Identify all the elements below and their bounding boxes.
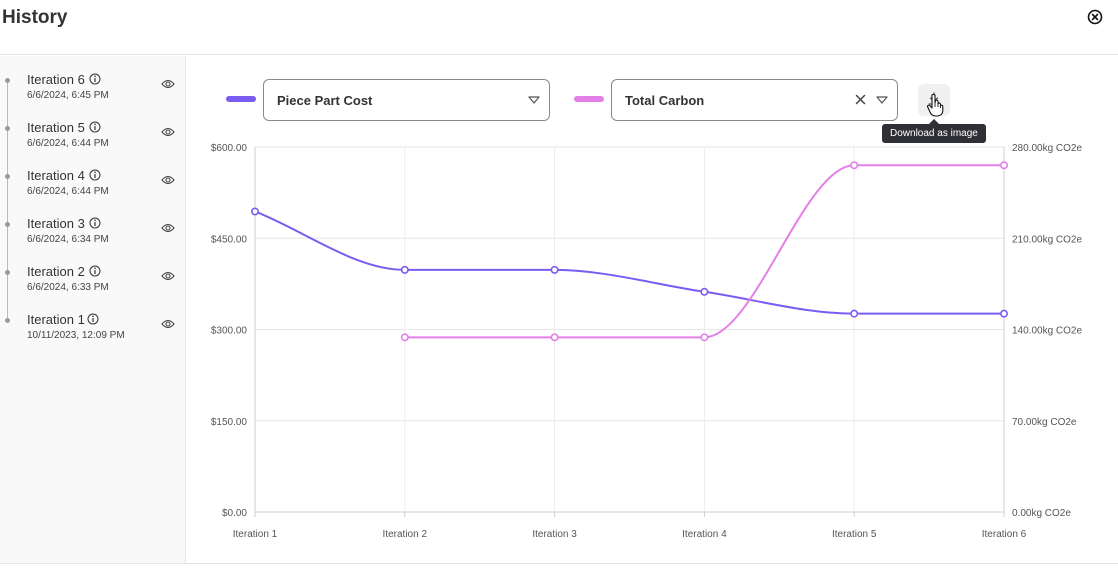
- history-item-iteration-2[interactable]: Iteration 2 6/6/2024, 6:33 PM: [0, 264, 186, 308]
- eye-icon[interactable]: [161, 126, 175, 138]
- x-tick-label: Iteration 3: [532, 529, 577, 540]
- dialog-header: History: [0, 0, 1118, 55]
- info-circle-icon[interactable]: [89, 217, 101, 229]
- data-point-piece-part-cost: [850, 309, 859, 318]
- iteration-date: 10/11/2023, 12:09 PM: [27, 330, 125, 341]
- history-item-iteration-1[interactable]: Iteration 1 10/11/2023, 12:09 PM: [0, 312, 186, 356]
- iteration-label: Iteration 3: [27, 216, 85, 231]
- series-line-piece-part-cost: [254, 210, 1004, 315]
- data-point-total-carbon: [700, 333, 709, 342]
- hand-pointer-icon: [926, 93, 944, 117]
- iteration-label: Iteration 5: [27, 120, 85, 135]
- data-point-piece-part-cost: [700, 287, 709, 296]
- timeline-dot: [5, 78, 10, 83]
- y-left-tick-label: $150.00: [211, 417, 248, 428]
- y-left-tick-label: $0.00: [222, 508, 247, 519]
- download-tooltip: Download as image: [882, 124, 986, 143]
- x-tick-label: Iteration 2: [383, 529, 428, 540]
- left-axis-metric-select[interactable]: Piece Part Cost: [263, 79, 550, 121]
- history-item-iteration-6[interactable]: Iteration 6 6/6/2024, 6:45 PM: [0, 72, 186, 116]
- iteration-date: 6/6/2024, 6:44 PM: [27, 138, 109, 149]
- timeline-dot: [5, 222, 10, 227]
- iteration-date: 6/6/2024, 6:45 PM: [27, 90, 109, 101]
- y-right-tick-label: 70.00kg CO2e: [1012, 417, 1077, 428]
- dialog-title: History: [2, 7, 68, 28]
- caret-down-icon: [876, 96, 888, 104]
- info-circle-icon[interactable]: [89, 73, 101, 85]
- tooltip-arrow: [929, 119, 939, 124]
- close-circle-icon[interactable]: [1086, 8, 1104, 26]
- y-left-tick-label: $600.00: [211, 143, 248, 154]
- data-point-total-carbon: [400, 333, 409, 342]
- history-item-iteration-4[interactable]: Iteration 4 6/6/2024, 6:44 PM: [0, 168, 186, 212]
- iteration-label: Iteration 4: [27, 168, 85, 183]
- y-right-tick-label: 140.00kg CO2e: [1012, 326, 1082, 337]
- x-tick-label: Iteration 6: [982, 529, 1027, 540]
- iteration-date: 6/6/2024, 6:44 PM: [27, 186, 109, 197]
- timeline-dot: [5, 174, 10, 179]
- info-circle-icon[interactable]: [89, 169, 101, 181]
- left-axis-metric-value: Piece Part Cost: [277, 93, 373, 108]
- x-tick-label: Iteration 1: [233, 529, 278, 540]
- x-tick-label: Iteration 5: [832, 529, 877, 540]
- y-left-tick-label: $450.00: [211, 234, 248, 245]
- iteration-label: Iteration 6: [27, 72, 85, 87]
- data-point-total-carbon: [999, 161, 1008, 170]
- y-right-tick-label: 210.00kg CO2e: [1012, 234, 1082, 245]
- info-circle-icon[interactable]: [87, 313, 99, 325]
- x-tick-label: Iteration 4: [682, 529, 727, 540]
- iteration-label: Iteration 1: [27, 312, 85, 327]
- timeline-dot: [5, 270, 10, 275]
- data-point-total-carbon: [850, 161, 859, 170]
- data-point-piece-part-cost: [400, 265, 409, 274]
- caret-down-icon: [528, 96, 540, 104]
- data-point-piece-part-cost: [999, 309, 1008, 318]
- eye-icon[interactable]: [161, 174, 175, 186]
- timeline-dot: [5, 318, 10, 323]
- data-point-total-carbon: [550, 333, 559, 342]
- iteration-label: Iteration 2: [27, 264, 85, 279]
- info-circle-icon[interactable]: [89, 265, 101, 277]
- left-series-swatch: [226, 96, 256, 102]
- eye-icon[interactable]: [161, 270, 175, 282]
- timeline-dot: [5, 126, 10, 131]
- info-circle-icon[interactable]: [89, 121, 101, 133]
- eye-icon[interactable]: [161, 78, 175, 90]
- series-line-total-carbon: [404, 164, 1004, 339]
- clear-x-icon[interactable]: [855, 94, 866, 105]
- y-right-tick-label: 0.00kg CO2e: [1012, 508, 1071, 519]
- footer-divider: [0, 563, 1118, 564]
- y-left-tick-label: $300.00: [211, 326, 248, 337]
- right-axis-metric-value: Total Carbon: [625, 93, 705, 108]
- timeline-line: [7, 78, 8, 318]
- history-item-iteration-5[interactable]: Iteration 5 6/6/2024, 6:44 PM: [0, 120, 186, 164]
- iteration-date: 6/6/2024, 6:33 PM: [27, 282, 109, 293]
- eye-icon[interactable]: [161, 318, 175, 330]
- data-point-piece-part-cost: [550, 265, 559, 274]
- iteration-history-sidebar: Iteration 6 6/6/2024, 6:45 PM Iteration …: [0, 56, 186, 564]
- history-item-iteration-3[interactable]: Iteration 3 6/6/2024, 6:34 PM: [0, 216, 186, 260]
- y-right-tick-label: 280.00kg CO2e: [1012, 143, 1082, 154]
- right-axis-metric-select[interactable]: Total Carbon: [611, 79, 898, 121]
- eye-icon[interactable]: [161, 222, 175, 234]
- iteration-date: 6/6/2024, 6:34 PM: [27, 234, 109, 245]
- data-point-piece-part-cost: [251, 207, 260, 216]
- right-series-swatch: [574, 96, 604, 102]
